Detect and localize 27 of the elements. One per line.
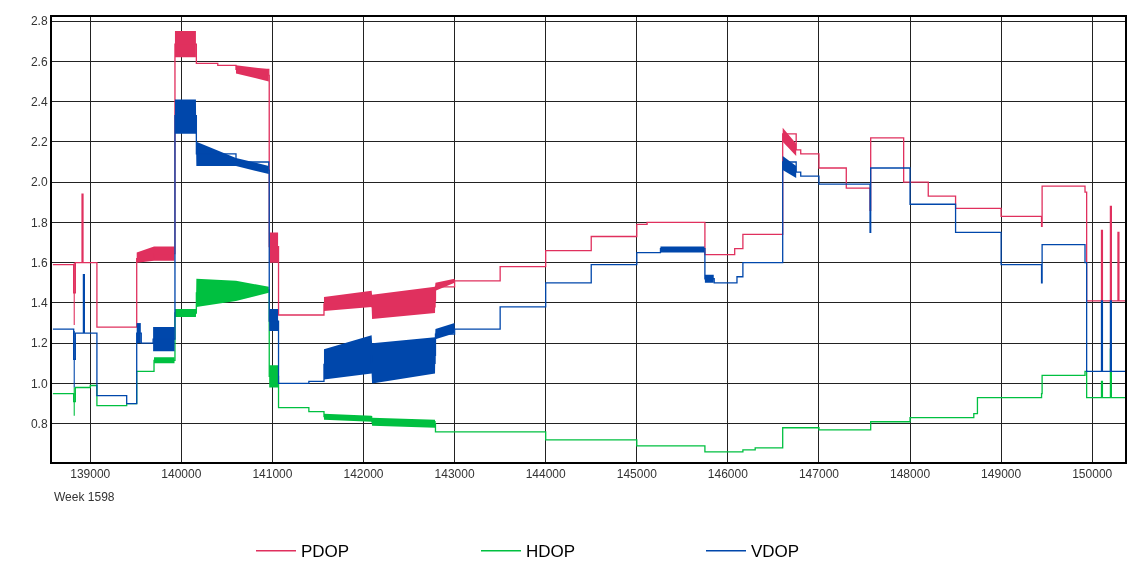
x-tick-label: 146000 bbox=[707, 467, 749, 482]
x-tick-label: 140000 bbox=[161, 467, 202, 482]
y-tick-label: 1.0 bbox=[30, 376, 48, 391]
text: Week 1598 bbox=[54, 490, 115, 504]
x-tick-label: 139000 bbox=[70, 467, 111, 482]
y-tick-label: 0.8 bbox=[30, 416, 48, 431]
y-tick-label: 2.2 bbox=[30, 135, 48, 150]
legend-label: HDOP bbox=[526, 542, 576, 562]
x-tick-label: 143000 bbox=[434, 467, 475, 482]
x-tick-label: 148000 bbox=[890, 467, 931, 482]
x-tick-label: 150000 bbox=[1072, 467, 1113, 482]
x-tick-label: 145000 bbox=[616, 467, 658, 482]
y-tick-label: 1.8 bbox=[30, 215, 48, 230]
y-tick-label: 1.2 bbox=[30, 336, 48, 351]
x-tick-label: 147000 bbox=[798, 467, 840, 482]
y-tick-label: 2.8 bbox=[30, 14, 48, 29]
y-tick-label: 1.6 bbox=[30, 255, 48, 270]
legend-label: VDOP bbox=[751, 542, 800, 562]
x-tick-label: 142000 bbox=[343, 467, 384, 482]
y-tick-label: 2.0 bbox=[30, 175, 48, 190]
x-tick-label: 144000 bbox=[525, 467, 567, 482]
legend-label: PDOP bbox=[301, 542, 350, 562]
y-tick-label: 2.4 bbox=[30, 94, 48, 109]
y-tick-label: 1.4 bbox=[30, 296, 48, 311]
x-tick-label: 149000 bbox=[981, 467, 1022, 482]
y-tick-label: 2.6 bbox=[30, 54, 48, 69]
x-tick-label: 141000 bbox=[252, 467, 293, 482]
